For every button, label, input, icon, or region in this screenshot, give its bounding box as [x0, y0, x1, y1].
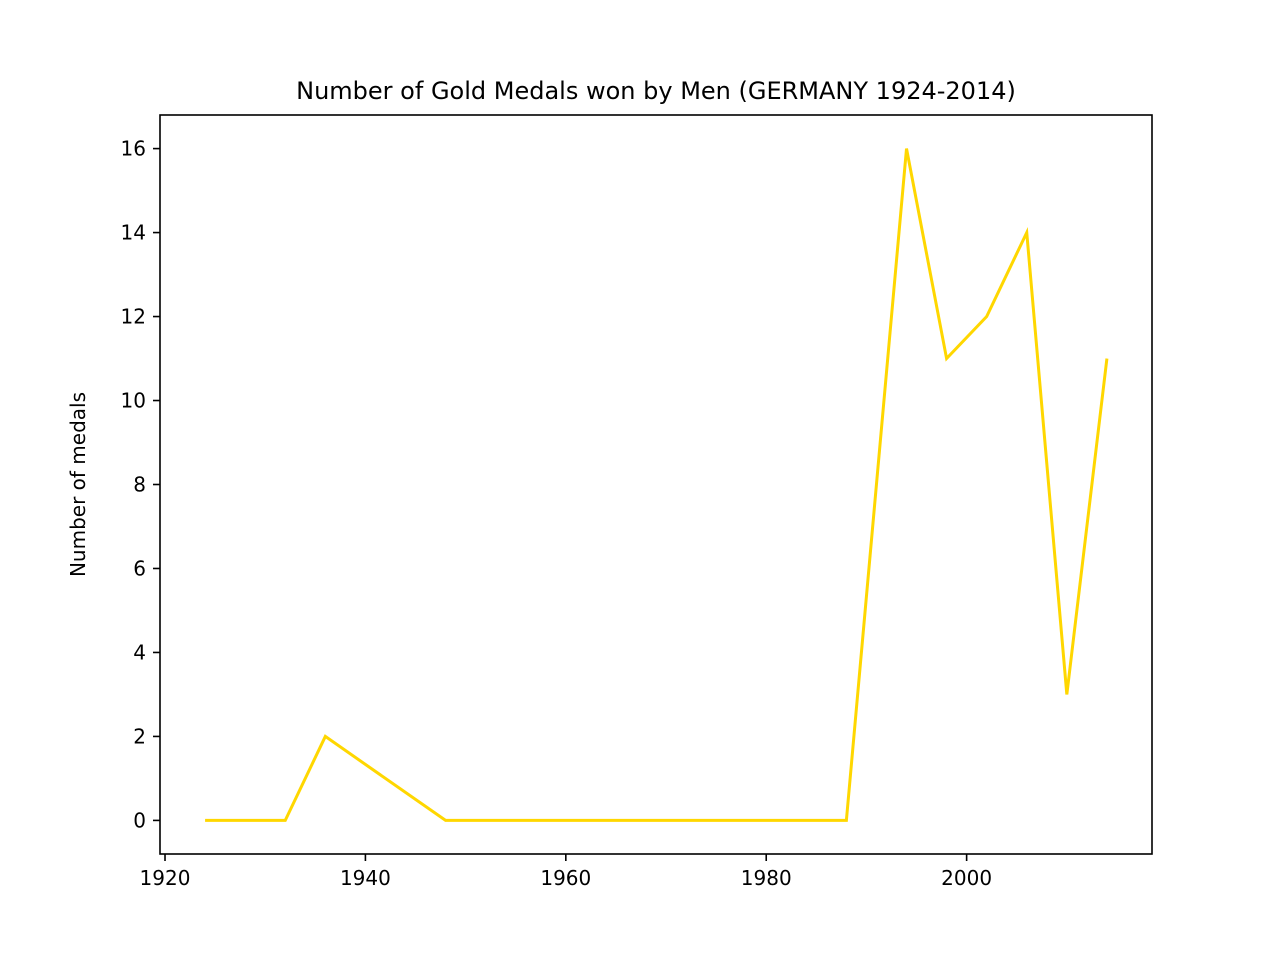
plot-frame — [160, 115, 1152, 854]
y-tick-label: 8 — [133, 473, 146, 497]
y-tick-label: 14 — [121, 221, 146, 245]
series-line — [205, 149, 1107, 821]
x-tick-label: 2000 — [941, 866, 992, 890]
y-tick-label: 0 — [133, 808, 146, 832]
y-axis: 0 2 4 6 8 10 12 14 16 — [121, 137, 160, 833]
y-tick-label: 12 — [121, 305, 146, 329]
x-tick-label: 1960 — [540, 866, 591, 890]
y-tick-label: 2 — [133, 724, 146, 748]
y-tick-label: 16 — [121, 137, 146, 161]
chart-title: Number of Gold Medals won by Men (GERMAN… — [296, 77, 1016, 105]
y-tick-label: 4 — [133, 640, 146, 664]
x-tick-label: 1940 — [340, 866, 391, 890]
y-axis-label: Number of medals — [66, 392, 90, 577]
y-tick-label: 10 — [121, 389, 146, 413]
y-tick-label: 6 — [133, 556, 146, 580]
series-layer — [205, 148, 1107, 820]
x-axis: 1920 1940 1960 1980 2000 — [140, 854, 993, 890]
x-tick-label: 1920 — [140, 866, 191, 890]
x-tick-label: 1980 — [741, 866, 792, 890]
